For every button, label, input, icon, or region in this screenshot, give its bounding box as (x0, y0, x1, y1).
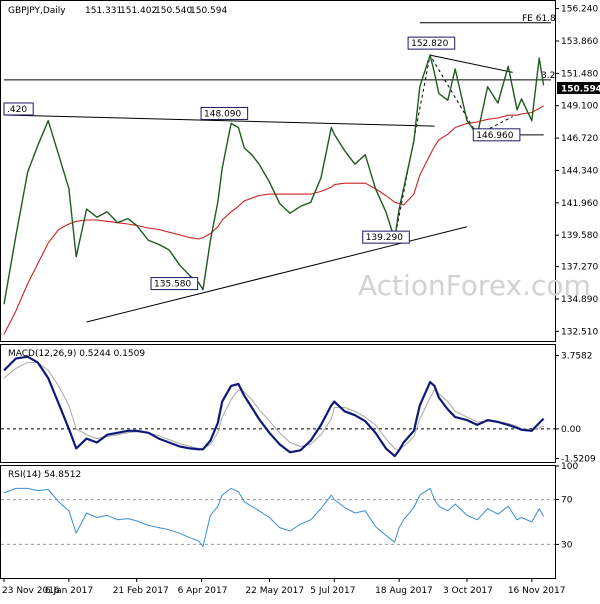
time-axis-label-6: 18 Aug 2017 (375, 586, 433, 596)
time-axis-label-2: 21 Feb 2017 (113, 586, 169, 596)
price-line (3, 54, 545, 305)
macd-axis-label-1: 0.00 (561, 425, 581, 435)
price-axis-label-5: 144.340 (561, 166, 598, 176)
time-axis-label-3: 6 Apr 2017 (178, 586, 228, 596)
annotation-label-0: 152.820 (411, 39, 448, 49)
macd-panel: 3.7582 0.00 -1.5209 (1, 352, 596, 465)
rsi-panel: 100 70 30 (1, 462, 578, 550)
trendline-triangle-upper (3, 114, 435, 127)
level-label-0: FE 61.8 (522, 14, 556, 24)
level-label-1: 3.2 (541, 71, 555, 81)
trendline-channel-top (429, 54, 513, 73)
price-axis-label-0: 156.240 (561, 5, 598, 15)
annotation-box-0 (407, 36, 456, 50)
rsi-axis-label-0: 100 (561, 462, 578, 472)
price-axis-label-8: 137.270 (561, 263, 598, 273)
price-axis: 156.240 153.860 151.480 149.100 146.720 144.3… (555, 5, 598, 337)
annotation-label-2: 146.960 (476, 131, 513, 141)
annotation-box-4 (150, 277, 199, 291)
price-panel-frame (0, 0, 556, 342)
ohlc-low: 150.540 (155, 6, 192, 16)
price-chart-title: GBPJPY,Daily (8, 6, 66, 16)
time-axis-label-1: 6 Jan 2017 (45, 586, 93, 596)
price-axis-label-7: 139.580 (561, 231, 598, 241)
annotation-box-5 (3, 102, 34, 116)
time-axis-label-4: 22 May 2017 (245, 586, 304, 596)
macd-line (3, 355, 545, 458)
macd-axis-label-2: -1.5209 (561, 455, 596, 465)
macd-signal-line (3, 362, 544, 451)
ohlc-high: 151.402 (120, 6, 157, 16)
price-axis-label-4: 146.720 (561, 134, 598, 144)
annotation-label-4: 135.580 (154, 280, 191, 290)
annotation-label-1: 148.090 (204, 109, 241, 119)
macd-title: MACD(12,26,9) 0.5244 0.1509 (8, 349, 145, 359)
current-price-tag (557, 82, 600, 94)
rsi-title: RSI(14) 54.8512 (8, 470, 81, 480)
time-axis-label-0: 23 Nov 2016 (2, 586, 60, 596)
annotation-label-5: .420 (7, 105, 27, 115)
price-axis-label-6: 141.960 (561, 199, 598, 209)
macd-panel-frame (0, 344, 556, 463)
current-price-label: 150.594 (561, 85, 600, 95)
annotation-box-3 (362, 230, 410, 244)
watermark: ActionForex.com (358, 269, 591, 302)
price-axis-label-10: 132.510 (561, 327, 598, 337)
price-lines: FE 61.8 3.2 (3, 14, 556, 335)
price-axis-label-2: 151.480 (561, 69, 598, 79)
rsi-panel-frame (0, 465, 556, 579)
sma-line (3, 105, 544, 335)
price-axis-label-3: 149.100 (561, 102, 598, 112)
price-annotations: 152.820 148.090 146.960 139.290 135.580 .420 (3, 36, 521, 291)
annotation-box-1 (200, 106, 249, 120)
macd-axis-label-0: 3.7582 (561, 352, 593, 362)
rsi-axis-label-1: 70 (561, 496, 573, 506)
ohlc-open: 151.331 (85, 6, 122, 16)
rsi-axis-label-2: 30 (561, 540, 573, 550)
price-axis-label-1: 153.860 (561, 37, 598, 47)
time-axis-label-8: 16 Nov 2017 (508, 586, 566, 596)
rsi-line (3, 487, 545, 548)
time-axis-label-7: 3 Oct 2017 (443, 586, 493, 596)
ohlc-close: 150.594 (190, 6, 227, 16)
time-axis-label-5: 5 Jul 2017 (310, 586, 355, 596)
annotation-label-3: 139.290 (366, 233, 403, 243)
price-axis-label-9: 134.890 (561, 295, 598, 305)
annotation-box-2 (472, 128, 521, 142)
